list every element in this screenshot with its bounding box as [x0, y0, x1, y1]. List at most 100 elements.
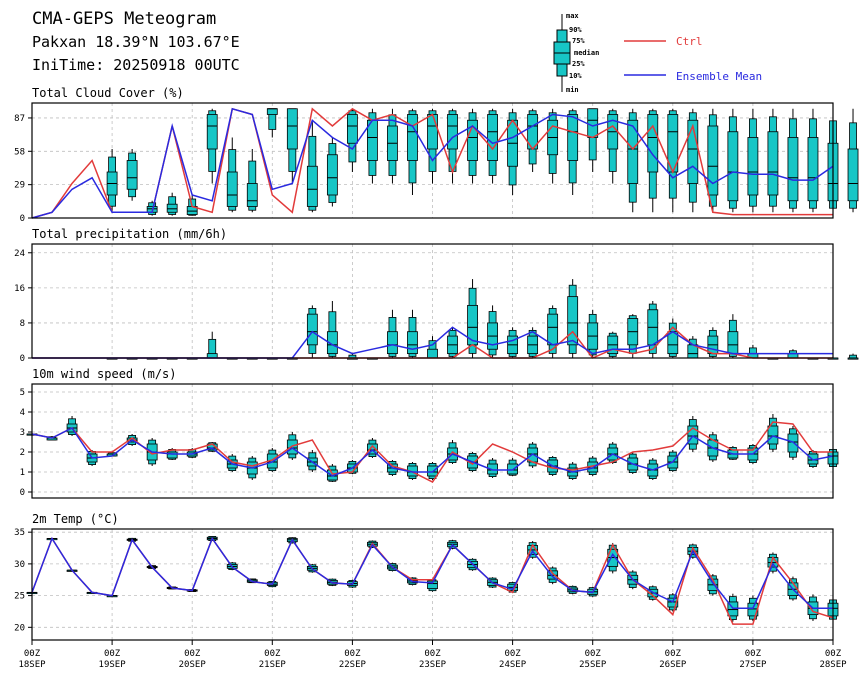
box	[326, 137, 338, 207]
legend-label-median: median	[574, 49, 599, 57]
y-tick-label: 0	[20, 214, 25, 224]
box	[427, 579, 438, 592]
box	[407, 309, 418, 358]
x-tick-time: 00Z	[24, 649, 41, 659]
box	[587, 108, 599, 172]
x-tick-time: 00Z	[184, 649, 201, 659]
panel-2: 0 1 2 3 4 5	[20, 383, 839, 499]
x-tick-time: 00Z	[585, 649, 602, 659]
box	[547, 108, 559, 184]
box-inner	[306, 313, 318, 346]
x-tick-time: 00Z	[104, 649, 121, 659]
box	[707, 432, 719, 462]
box-inner	[747, 137, 759, 196]
box-inner	[346, 114, 358, 144]
box	[326, 301, 338, 358]
box	[387, 108, 398, 184]
box	[767, 108, 779, 213]
box	[707, 108, 719, 213]
box-inner	[687, 425, 699, 445]
box-inner	[226, 171, 238, 207]
legend-ctrl-label: Ctrl	[676, 35, 703, 48]
box	[206, 331, 218, 359]
legend-mean-label: Ensemble Mean	[676, 70, 762, 83]
box	[387, 309, 398, 358]
box-inner	[687, 119, 699, 184]
box-inner	[567, 114, 579, 161]
y-tick-label: 0	[20, 354, 25, 364]
box	[767, 414, 779, 452]
box	[146, 200, 158, 216]
x-tick-time: 00Z	[424, 649, 441, 659]
box-inner	[727, 131, 739, 202]
x-tick-date: 26SEP	[659, 660, 687, 670]
box	[286, 108, 298, 184]
box	[507, 327, 519, 358]
panel-title-wind: 10m wind speed (m/s)	[32, 367, 177, 381]
box-inner	[326, 154, 338, 196]
box-inner	[467, 119, 478, 161]
y-tick-label: 24	[14, 249, 25, 259]
box-inner	[727, 331, 739, 355]
box	[487, 108, 498, 184]
legend-label-90: 90%	[569, 26, 582, 34]
panel-title-precip: Total precipitation (mm/6h)	[32, 227, 227, 241]
y-tick-label: 2	[20, 448, 25, 458]
box-inner	[387, 331, 398, 355]
box	[847, 353, 859, 360]
panels: 0 29 58 87 0 8 16 24 0 1 2 3 4 5 20 25 30 35	[14, 102, 859, 641]
y-tick-label: 4	[20, 408, 25, 418]
x-tick-date: 23SEP	[419, 660, 447, 670]
box	[106, 149, 118, 213]
box-inner	[847, 148, 859, 202]
box-inner	[547, 313, 559, 346]
box	[306, 450, 318, 472]
box-inner	[166, 451, 178, 459]
box	[567, 279, 579, 358]
box-inner	[447, 114, 458, 150]
x-tick-time: 00Z	[504, 649, 521, 659]
y-tick-label: 3	[20, 428, 25, 438]
panel-frame	[31, 383, 834, 499]
box-inner	[567, 296, 579, 346]
ensemble-mean-line	[31, 427, 834, 477]
box-inner	[807, 137, 819, 202]
ensemble-mean-line	[31, 107, 834, 219]
box	[787, 108, 799, 213]
box	[407, 108, 418, 195]
legend: max 90% 75% median 25% 10% min Ctrl Ense…	[553, 12, 762, 94]
x-tick-time: 00Z	[825, 649, 842, 659]
box-inner	[266, 108, 278, 115]
panel-frame	[31, 243, 834, 359]
y-tick-label: 35	[14, 528, 25, 538]
box	[547, 566, 559, 585]
box	[707, 574, 719, 596]
header: CMA-GEPS Meteogram Pakxan 18.39°N 103.67…	[32, 9, 240, 74]
legend-label-10: 10%	[569, 72, 582, 80]
box-inner	[667, 331, 679, 355]
box-inner	[427, 114, 438, 150]
box	[346, 108, 358, 172]
box	[727, 314, 739, 358]
box-inner	[487, 463, 498, 475]
box	[587, 309, 599, 358]
box	[527, 442, 539, 468]
x-tick-time: 00Z	[264, 649, 281, 659]
box	[166, 192, 178, 216]
box-inner	[487, 114, 498, 161]
x-tick-date: 28SEP	[819, 660, 847, 670]
box-inner	[627, 119, 639, 184]
box-inner	[326, 331, 338, 355]
box	[246, 149, 258, 213]
box	[427, 336, 438, 359]
x-tick-date: 21SEP	[259, 660, 287, 670]
y-tick-label: 25	[14, 592, 25, 602]
box	[467, 279, 478, 358]
x-tick-date: 27SEP	[739, 660, 767, 670]
box	[306, 120, 318, 213]
x-tick-date: 25SEP	[579, 660, 607, 670]
panel-3: 20 25 30 35	[14, 528, 839, 641]
box	[487, 305, 498, 358]
meteogram-title: CMA-GEPS Meteogram	[32, 9, 216, 29]
panel-title-cloud: Total Cloud Cover (%)	[32, 86, 184, 100]
